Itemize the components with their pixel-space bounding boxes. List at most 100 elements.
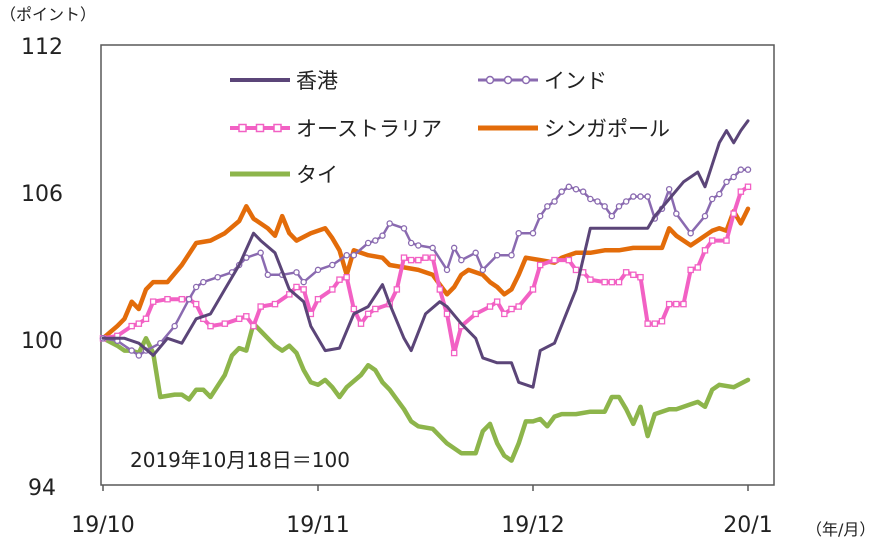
- data-point-australia: [135, 320, 143, 327]
- data-point-india: [171, 322, 178, 330]
- data-point-australia: [350, 305, 358, 313]
- data-point-india: [407, 239, 415, 247]
- data-point-india: [415, 242, 422, 249]
- data-point-india: [708, 195, 716, 203]
- data-point-india: [192, 283, 200, 291]
- legend-marker-australia: [273, 123, 282, 133]
- data-point-india: [544, 203, 551, 210]
- data-point-australia: [372, 305, 379, 313]
- legend-marker-australia: [255, 123, 265, 133]
- data-point-australia: [493, 298, 501, 305]
- legend-marker-india: [521, 75, 531, 85]
- data-point-australia: [271, 300, 279, 308]
- data-point-australia: [300, 286, 307, 293]
- data-point-india: [429, 244, 436, 252]
- data-point-india: [579, 188, 587, 195]
- data-point-australia: [257, 303, 264, 310]
- data-point-australia: [608, 278, 616, 286]
- data-point-india: [472, 249, 479, 257]
- y-tick-label: 100: [21, 329, 63, 354]
- data-point-australia: [400, 254, 408, 261]
- series-australia: [99, 183, 752, 357]
- data-point-australia: [658, 317, 666, 325]
- data-point-australia: [622, 269, 630, 276]
- legend-label-thailand: タイ: [296, 163, 338, 187]
- data-point-australia: [615, 278, 623, 286]
- data-point-australia: [436, 286, 444, 293]
- data-point-australia: [665, 300, 673, 308]
- data-point-india: [615, 203, 623, 210]
- y-tick-label: 112: [21, 35, 63, 60]
- data-point-australia: [286, 291, 293, 298]
- series-group: [99, 119, 752, 463]
- data-point-australia: [723, 237, 730, 244]
- data-point-australia: [536, 261, 544, 269]
- x-unit-label: （年/月）: [806, 520, 874, 539]
- legend-item-india: インド: [478, 69, 607, 93]
- x-tick-label: 19/11: [286, 513, 349, 538]
- data-point-india: [673, 210, 680, 217]
- data-point-india: [372, 237, 379, 244]
- legend-item-australia: オーストラリア: [230, 117, 442, 141]
- data-point-india: [565, 183, 573, 191]
- data-point-india: [716, 190, 723, 198]
- data-point-australia: [630, 271, 637, 279]
- data-point-india: [594, 198, 601, 205]
- data-point-india: [665, 185, 673, 193]
- data-point-india: [135, 352, 143, 359]
- legend-item-hongkong: 香港: [230, 69, 338, 93]
- series-hongkong: [101, 119, 750, 389]
- data-point-india: [386, 220, 393, 227]
- data-point-australia: [429, 254, 436, 261]
- data-point-australia: [601, 278, 608, 286]
- data-point-india: [687, 229, 694, 237]
- data-point-india: [185, 295, 193, 303]
- data-point-india: [601, 203, 608, 210]
- data-point-india: [701, 212, 709, 220]
- data-point-australia: [192, 300, 200, 308]
- data-point-india: [458, 256, 465, 264]
- data-point-india: [450, 244, 458, 252]
- data-point-india: [343, 251, 350, 259]
- data-point-india: [128, 347, 135, 354]
- legend-item-thailand: タイ: [230, 163, 338, 187]
- x-tick-label: 20/1: [723, 513, 772, 538]
- data-point-australia: [443, 310, 451, 318]
- data-point-india: [264, 271, 272, 279]
- data-point-australia: [422, 254, 429, 261]
- data-point-australia: [687, 266, 694, 274]
- data-point-india: [723, 178, 730, 186]
- legend-marker-india: [485, 75, 495, 85]
- data-point-australia: [207, 322, 214, 330]
- data-point-australia: [587, 276, 594, 283]
- data-point-india: [529, 229, 537, 237]
- data-point-india: [608, 212, 616, 220]
- series-line-thailand: [100, 321, 751, 463]
- series-india: [99, 166, 752, 359]
- data-point-india: [329, 261, 336, 269]
- data-point-australia: [243, 313, 250, 320]
- data-point-india: [443, 266, 451, 274]
- data-point-india: [637, 193, 644, 200]
- data-point-india: [293, 269, 300, 276]
- data-point-india: [744, 166, 752, 173]
- data-point-australia: [178, 295, 186, 303]
- data-point-australia: [572, 266, 580, 274]
- data-point-india: [479, 266, 487, 274]
- data-point-india: [730, 173, 737, 181]
- data-point-india: [493, 251, 501, 259]
- series-line-hongkong: [101, 119, 750, 389]
- data-point-india: [644, 193, 651, 200]
- data-point-australia: [708, 237, 716, 244]
- data-point-india: [508, 251, 515, 259]
- data-point-india: [214, 273, 221, 281]
- legend-item-singapore: シンガポール: [478, 117, 670, 141]
- data-point-india: [536, 212, 544, 220]
- data-point-australia: [694, 264, 702, 271]
- data-point-india: [587, 195, 594, 203]
- y-tick-label: 106: [21, 182, 63, 207]
- data-point-australia: [164, 295, 171, 303]
- data-point-australia: [221, 320, 229, 327]
- plot-frame: [100, 44, 775, 486]
- data-point-australia: [329, 286, 336, 293]
